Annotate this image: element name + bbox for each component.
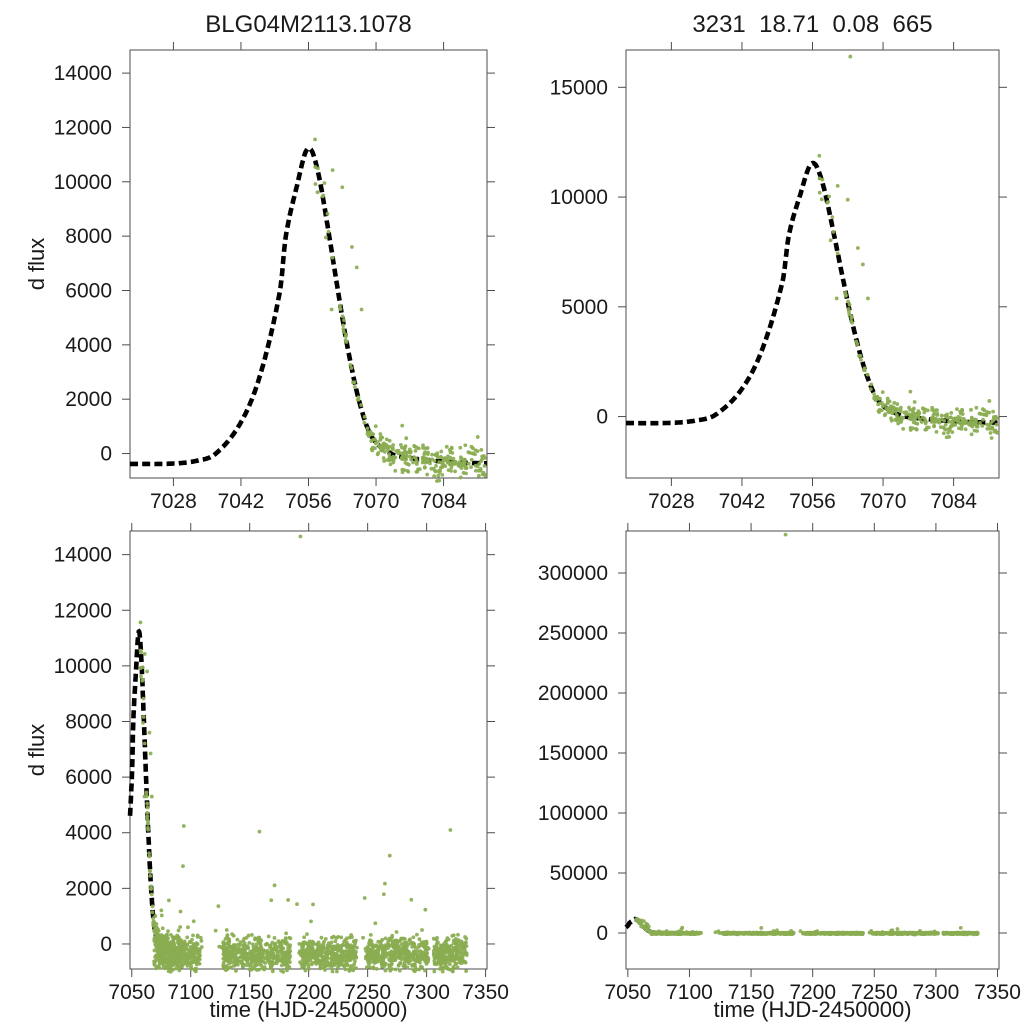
svg-text:15000: 15000 — [550, 76, 608, 99]
svg-text:time (HJD-2450000): time (HJD-2450000) — [713, 997, 911, 1022]
svg-text:7056: 7056 — [285, 490, 332, 513]
svg-text:0: 0 — [596, 406, 608, 429]
svg-text:7050: 7050 — [604, 981, 651, 1004]
svg-text:6000: 6000 — [65, 279, 112, 302]
svg-text:14000: 14000 — [54, 62, 112, 85]
svg-text:2000: 2000 — [65, 388, 112, 411]
svg-text:14000: 14000 — [54, 544, 112, 567]
svg-text:7042: 7042 — [218, 490, 265, 513]
svg-text:BLG04M2113.1078: BLG04M2113.1078 — [205, 11, 411, 38]
svg-text:150000: 150000 — [538, 742, 608, 765]
svg-text:4000: 4000 — [65, 822, 112, 845]
svg-text:0: 0 — [100, 443, 112, 466]
svg-text:2000: 2000 — [65, 877, 112, 900]
svg-text:7070: 7070 — [860, 490, 907, 513]
svg-text:10000: 10000 — [54, 655, 112, 678]
svg-text:d flux: d flux — [24, 238, 49, 291]
svg-text:3231 18.71 0.08 665: 3231 18.71 0.08 665 — [692, 11, 932, 38]
svg-text:50000: 50000 — [550, 862, 608, 885]
svg-text:time (HJD-2450000): time (HJD-2450000) — [209, 997, 407, 1022]
svg-text:7084: 7084 — [420, 490, 467, 513]
svg-text:0: 0 — [596, 922, 608, 945]
svg-text:7350: 7350 — [462, 981, 509, 1004]
svg-text:7028: 7028 — [150, 490, 197, 513]
svg-text:7042: 7042 — [719, 490, 766, 513]
svg-text:12000: 12000 — [54, 599, 112, 622]
svg-text:300000: 300000 — [538, 562, 608, 585]
svg-text:7100: 7100 — [666, 981, 713, 1004]
svg-text:7350: 7350 — [974, 981, 1021, 1004]
svg-text:250000: 250000 — [538, 622, 608, 645]
svg-text:6000: 6000 — [65, 766, 112, 789]
svg-text:7056: 7056 — [789, 490, 836, 513]
svg-text:4000: 4000 — [65, 334, 112, 357]
svg-text:10000: 10000 — [550, 186, 608, 209]
svg-text:5000: 5000 — [561, 296, 608, 319]
svg-text:7070: 7070 — [353, 490, 400, 513]
svg-text:200000: 200000 — [538, 682, 608, 705]
svg-text:7300: 7300 — [913, 981, 960, 1004]
svg-text:7100: 7100 — [167, 981, 214, 1004]
svg-text:12000: 12000 — [54, 116, 112, 139]
svg-text:7084: 7084 — [930, 490, 977, 513]
svg-text:100000: 100000 — [538, 802, 608, 825]
svg-text:0: 0 — [100, 933, 112, 956]
svg-text:8000: 8000 — [65, 710, 112, 733]
svg-text:10000: 10000 — [54, 171, 112, 194]
svg-text:8000: 8000 — [65, 225, 112, 248]
svg-text:7300: 7300 — [403, 981, 450, 1004]
svg-text:7050: 7050 — [108, 981, 155, 1004]
svg-text:d flux: d flux — [24, 724, 49, 777]
svg-text:7028: 7028 — [648, 490, 695, 513]
